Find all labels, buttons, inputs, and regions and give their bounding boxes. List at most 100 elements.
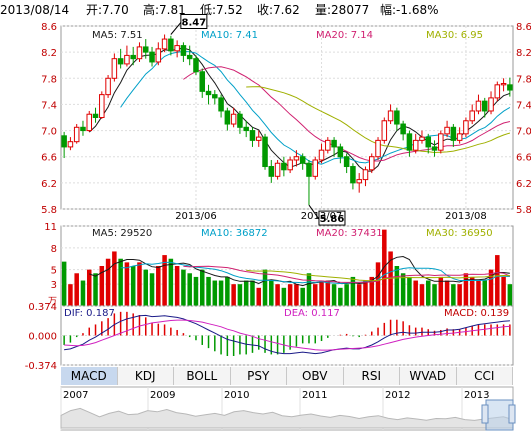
candle-up	[494, 84, 501, 99]
candle-down	[481, 100, 488, 112]
candle-down	[142, 46, 149, 53]
volume-bar-up	[312, 284, 318, 306]
tab-cci[interactable]: CCI	[456, 367, 513, 385]
volume-legend-ma5: MA5: 29520	[92, 228, 152, 239]
overview-year-label: 2012	[385, 390, 410, 401]
price-legend-ma5: MA5: 7.51	[92, 30, 143, 41]
volume-bar-up	[275, 284, 280, 306]
price-legend-ma30: MA30: 6.95	[426, 30, 483, 41]
header-date: 2013/08/14	[0, 3, 69, 17]
tab-obv[interactable]: OBV	[287, 367, 344, 385]
candle-up	[488, 97, 494, 112]
volume-panel-frame	[60, 225, 514, 307]
candle-down	[149, 51, 155, 63]
macd-legend-item: DIF: 0.187	[64, 308, 115, 319]
candle-up	[111, 58, 118, 79]
candle-down	[406, 133, 413, 151]
volume-bar-down	[225, 276, 230, 306]
price-panel: MA5: 7.51 MA10: 7.41 MA20: 7.14 MA30: 6.95 …	[41, 13, 531, 226]
candle-up	[230, 113, 237, 125]
price-annotations: 8.47 5.86	[170, 13, 346, 226]
volume-bar-up	[231, 284, 236, 306]
candle-down	[199, 71, 206, 92]
candle-up	[312, 159, 319, 177]
volume-bar-up	[294, 284, 299, 306]
candle-down	[61, 135, 67, 148]
volume-unit-label: 万	[48, 297, 57, 307]
volume-bar-down	[281, 287, 287, 306]
candle-up	[67, 141, 74, 148]
price-grid	[61, 25, 513, 210]
volume-bars	[61, 229, 513, 306]
volume-bar-down	[243, 280, 249, 306]
overview-year-label: 2010	[224, 390, 249, 401]
candle-up	[463, 120, 469, 135]
candle-up	[356, 179, 362, 184]
date-tick-label: 2013/08	[445, 211, 487, 222]
tab-psy[interactable]: PSY	[230, 367, 287, 385]
volume-bar-down	[451, 284, 456, 306]
candle-down	[130, 54, 136, 60]
volume-bar-down	[394, 266, 400, 306]
macd-y-tick: 0.374	[28, 302, 57, 313]
header-change: 幅:-1.68%	[380, 2, 439, 17]
candle-down	[92, 113, 99, 118]
volume-y-tick: 11	[44, 222, 57, 233]
price-annotation-leader	[308, 204, 320, 220]
candle-down	[343, 156, 350, 168]
tab-boll[interactable]: BOLL	[174, 367, 231, 385]
price-y-tick-left: 7.0	[41, 127, 57, 138]
volume-ma-lines	[89, 255, 511, 287]
candle-up	[375, 139, 381, 158]
overview-right-handle[interactable]	[508, 404, 516, 424]
candle-down	[193, 58, 199, 73]
candle-down	[168, 38, 174, 52]
volume-bar-up	[99, 266, 105, 306]
volume-ma20-line	[183, 265, 511, 283]
overview-navigator[interactable]: 2007 2009 2010 2011 2012 2013	[60, 386, 516, 431]
candle-down	[249, 130, 256, 141]
tab-macd[interactable]: MACD	[61, 367, 118, 385]
candle-up	[99, 94, 105, 118]
candle-up	[161, 38, 168, 50]
tab-kdj[interactable]: KDJ	[117, 367, 174, 385]
price-y-tick-left: 8.6	[41, 22, 57, 33]
header-open: 开:7.70	[86, 3, 129, 17]
volume-bar-up	[444, 280, 450, 306]
volume-bar-up	[382, 229, 387, 306]
tab-rsi[interactable]: RSI	[343, 367, 400, 385]
price-annotation-leader	[170, 22, 182, 35]
volume-bar-up	[469, 276, 475, 306]
date-axis: 2013/06 2013/07 2013/08	[175, 211, 486, 222]
date-tick-label: 2013/06	[175, 211, 217, 222]
volume-bar-down	[482, 280, 488, 306]
volume-bar-down	[507, 284, 513, 306]
price-legend-ma20: MA20: 7.14	[316, 30, 373, 41]
volume-legend-ma30: MA30: 36950	[426, 228, 493, 239]
candle-down	[299, 156, 306, 164]
volume-bar-down	[269, 280, 274, 306]
volume-legend: MA5: 29520 MA10: 36872 MA20: 37431 MA30: 36…	[92, 228, 493, 239]
volume-bar-up	[419, 284, 425, 306]
overview-left-handle[interactable]	[481, 404, 489, 424]
price-annotation-label: 8.47	[182, 17, 207, 28]
volume-bar-up	[488, 269, 494, 306]
volume-legend-ma20: MA20: 37431	[316, 228, 383, 239]
header-bar: 2013/08/14 开:7.70 高:7.81 低:7.52 收:7.62 量…	[0, 2, 439, 17]
tab-wvad[interactable]: WVAD	[400, 367, 457, 385]
volume-bar-down	[149, 273, 155, 306]
header-volume: 量:28077	[315, 3, 369, 17]
volume-bar-up	[501, 276, 506, 306]
candle-down	[400, 123, 406, 135]
volume-bar-down	[181, 269, 186, 306]
price-y-tick-left: 7.4	[41, 100, 57, 111]
volume-bar-up	[74, 273, 79, 306]
candle-up	[86, 113, 93, 132]
price-legend-ma10: MA10: 7.41	[201, 30, 258, 41]
volume-bar-up	[388, 251, 393, 306]
candle-down	[450, 126, 457, 141]
price-candles	[61, 34, 513, 206]
volume-bar-down	[306, 273, 312, 306]
candle-up	[105, 77, 111, 96]
overview-year-label: 2009	[150, 390, 175, 401]
